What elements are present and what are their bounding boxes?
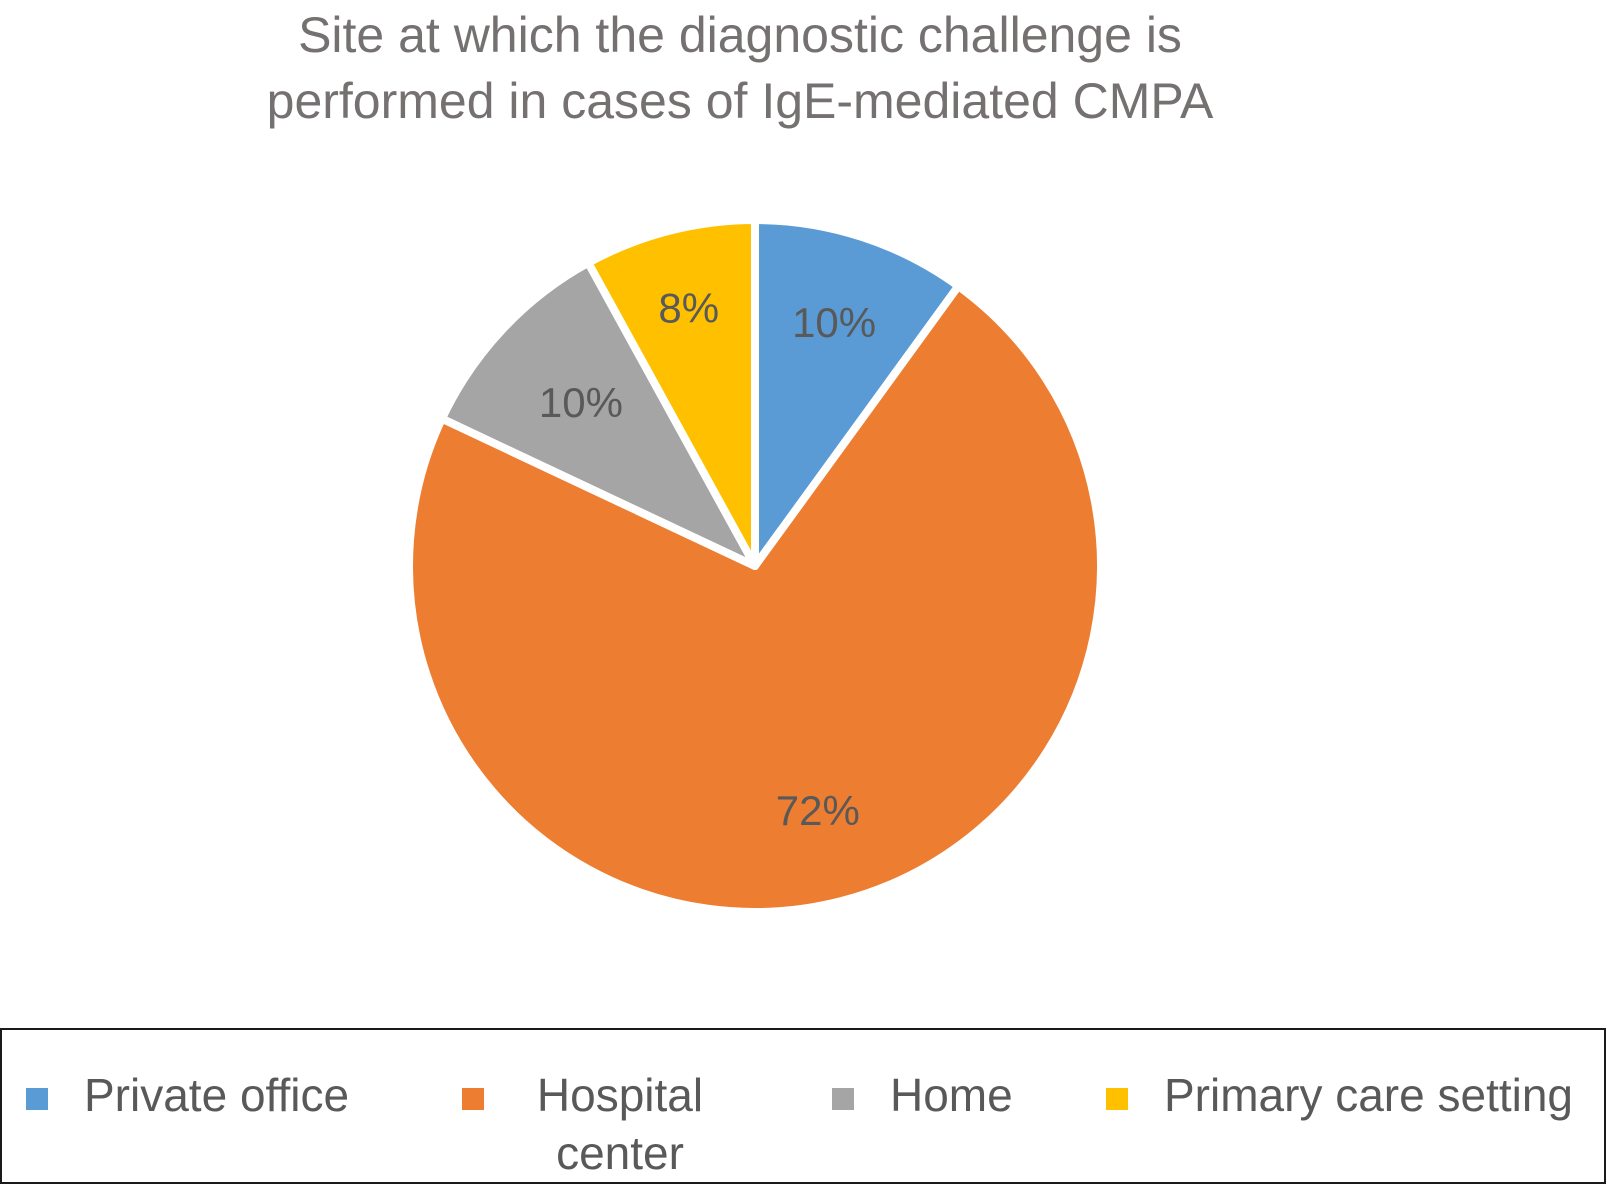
legend-swatch-hospital-center	[462, 1088, 484, 1110]
legend-item-hospital-center: Hospital center	[462, 1066, 720, 1182]
legend-label-hospital-center: Hospital center	[536, 1069, 704, 1179]
data-label-primary-care-setting: 8%	[658, 284, 719, 331]
pie-slice-private-office	[751, 216, 963, 570]
legend: Private office Hospital center Home Prim…	[0, 1028, 1606, 1184]
legend-label-home: Home	[890, 1069, 1013, 1121]
legend-item-primary-care-setting: Primary care setting	[1106, 1066, 1573, 1124]
legend-swatch-private-office	[26, 1088, 48, 1110]
pie-slice-home	[437, 258, 759, 570]
legend-swatch-primary-care-setting	[1106, 1088, 1128, 1110]
data-label-private-office: 10%	[792, 299, 876, 346]
legend-swatch-home	[832, 1088, 854, 1110]
chart-title: Site at which the diagnostic challenge i…	[266, 7, 1214, 129]
legend-label-primary-care-setting: Primary care setting	[1164, 1069, 1574, 1121]
legend-item-home: Home	[832, 1066, 1013, 1124]
pie-slice-primary-care-setting	[584, 216, 759, 570]
data-label-home: 10%	[539, 379, 623, 426]
legend-label-private-office: Private office	[84, 1069, 350, 1121]
pie-slice-hospital-center	[405, 282, 1105, 916]
data-label-hospital-center: 72%	[776, 787, 860, 834]
pie-chart: 10% 72% 10% 8%	[405, 216, 1105, 916]
legend-item-private-office: Private office	[26, 1066, 349, 1124]
